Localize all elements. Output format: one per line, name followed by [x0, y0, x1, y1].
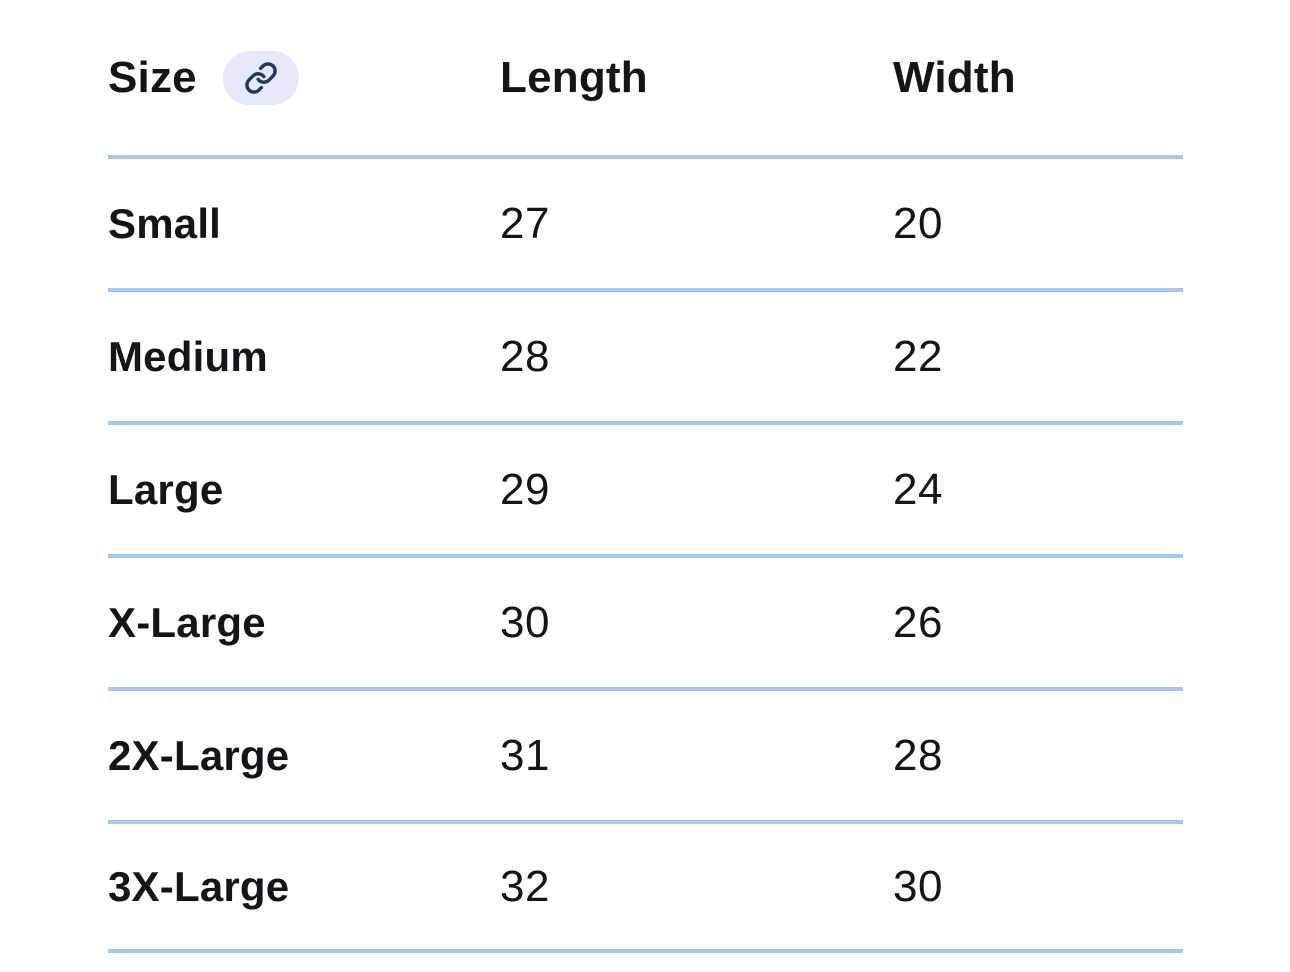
width-header-label: Width: [893, 52, 1016, 102]
table-row: Medium 28 22: [108, 288, 1183, 421]
size-header-label: Size: [108, 52, 197, 102]
table-row: X-Large 30 26: [108, 554, 1183, 687]
column-header-size: Size: [108, 50, 500, 105]
size-cell: 3X-Large: [108, 862, 290, 910]
width-cell: 20: [893, 198, 943, 248]
table-row: 2X-Large 31 28: [108, 687, 1183, 820]
table-header-row: Size Length Width: [108, 0, 1183, 155]
table-row: Large 29 24: [108, 421, 1183, 554]
link-icon: [244, 61, 278, 95]
length-cell: 27: [500, 198, 550, 248]
size-cell: 2X-Large: [108, 731, 290, 779]
length-header-label: Length: [500, 52, 648, 102]
width-cell: 30: [893, 861, 943, 911]
width-cell: 26: [893, 597, 943, 647]
table-row: 3X-Large 32 30: [108, 820, 1183, 953]
anchor-link-button[interactable]: [222, 50, 299, 105]
width-cell: 24: [893, 464, 943, 514]
length-cell: 29: [500, 464, 550, 514]
size-cell: Large: [108, 465, 224, 513]
size-cell: Medium: [108, 332, 268, 380]
size-cell: X-Large: [108, 598, 266, 646]
column-header-width: Width: [893, 53, 1183, 103]
width-cell: 28: [893, 730, 943, 780]
length-cell: 28: [500, 331, 550, 381]
length-cell: 31: [500, 730, 550, 780]
length-cell: 30: [500, 597, 550, 647]
length-cell: 32: [500, 861, 550, 911]
table-row: Small 27 20: [108, 155, 1183, 288]
width-cell: 22: [893, 331, 943, 381]
column-header-length: Length: [500, 53, 893, 103]
size-cell: Small: [108, 199, 222, 247]
size-chart-table: Size Length Width Small 27 20 Medium 28 …: [108, 0, 1183, 953]
